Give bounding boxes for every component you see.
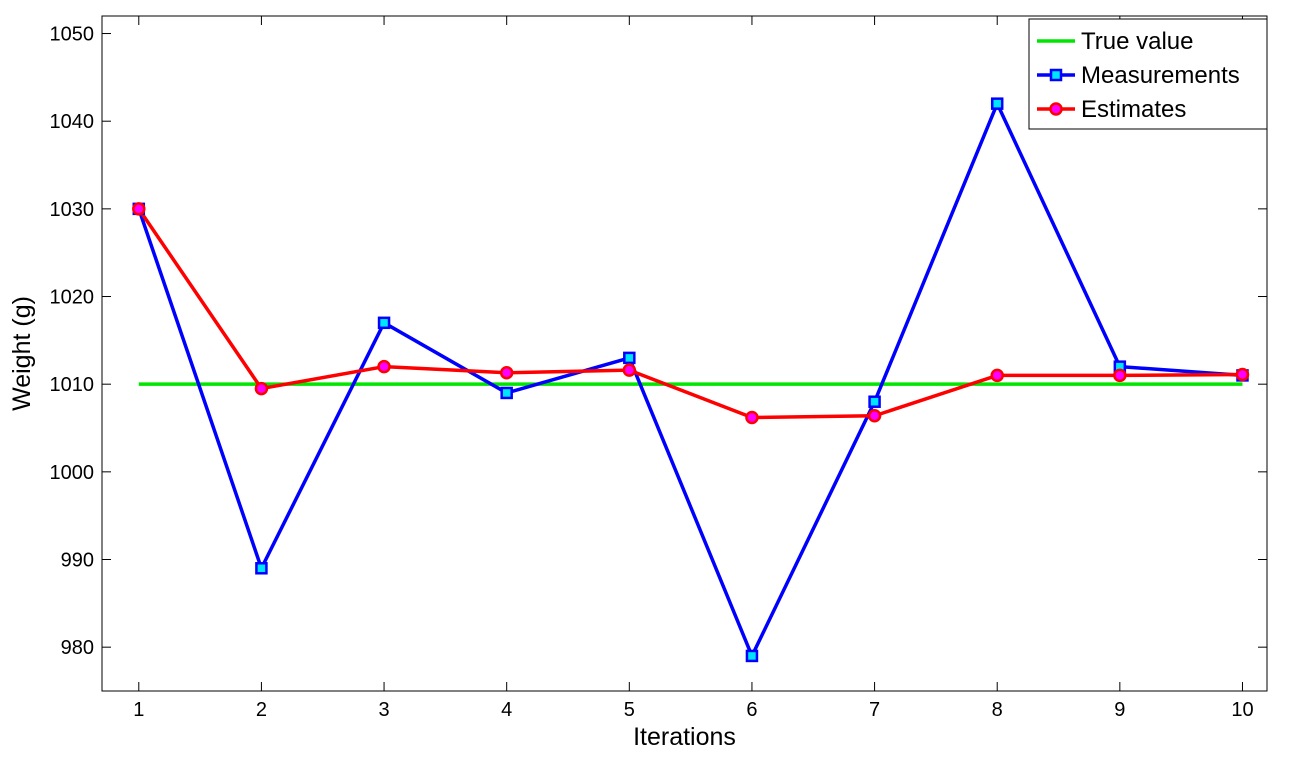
measurement-point — [990, 97, 1004, 110]
x-tick-label: 7 — [869, 699, 880, 721]
estimate-point — [867, 408, 882, 423]
estimate-point — [1113, 368, 1127, 383]
legend: True value Measurements Estimates — [1028, 18, 1268, 130]
estimate-point — [745, 410, 759, 425]
legend-label: Estimates — [1081, 96, 1186, 123]
ticks: 980 990 1000 1010 1020 1030 1040 1050 1 2 3 4 5 6 7 8 9 1… — [50, 16, 1267, 721]
series-markers — [132, 97, 1250, 663]
x-tick-label: 1 — [133, 699, 144, 721]
legend-item-measurements: Measurements — [1037, 62, 1240, 89]
measurement-point — [255, 562, 268, 575]
legend-item-estimates: Estimates — [1037, 96, 1186, 123]
y-tick-label: 1030 — [50, 199, 95, 221]
y-tick-label: 1040 — [50, 111, 95, 133]
estimate-point — [1235, 367, 1250, 382]
y-tick-label: 1010 — [50, 374, 95, 396]
estimate-point — [377, 359, 391, 374]
y-tick-label: 1050 — [50, 24, 95, 46]
y-axis-title: Weight (g) — [8, 296, 36, 411]
measurement-point — [623, 351, 636, 365]
legend-label: Measurements — [1081, 62, 1240, 89]
x-tick-label: 2 — [256, 699, 267, 721]
x-axis-title: Iterations — [633, 723, 736, 751]
x-tick-label: 9 — [1114, 699, 1125, 721]
measurement-point — [868, 395, 881, 408]
measurement-point — [745, 649, 759, 663]
measurement-point — [377, 316, 391, 330]
x-tick-label: 5 — [624, 699, 635, 721]
measurement-point — [500, 386, 513, 400]
y-tick-label: 990 — [61, 550, 94, 572]
x-tick-label: 8 — [992, 699, 1003, 721]
estimate-point — [499, 366, 514, 380]
y-tick-label: 980 — [61, 637, 94, 659]
legend-item-true-value: True value — [1037, 28, 1194, 55]
series-lines — [137, 101, 1243, 658]
x-tick-label: 4 — [501, 699, 512, 721]
estimate-point — [254, 381, 269, 396]
x-tick-label: 6 — [746, 699, 757, 721]
estimate-point — [622, 363, 637, 377]
estimate-point — [132, 202, 146, 216]
y-tick-label: 1000 — [50, 462, 95, 484]
legend-marker — [1049, 68, 1063, 82]
legend-label: True value — [1081, 28, 1194, 55]
estimate-point — [990, 368, 1004, 383]
legend-marker — [1049, 102, 1063, 116]
y-tick-label: 1020 — [50, 287, 95, 309]
series-line-2 — [137, 207, 1243, 420]
x-tick-label: 3 — [378, 699, 389, 721]
x-tick-label: 10 — [1231, 699, 1253, 721]
series-line-1 — [137, 101, 1243, 658]
